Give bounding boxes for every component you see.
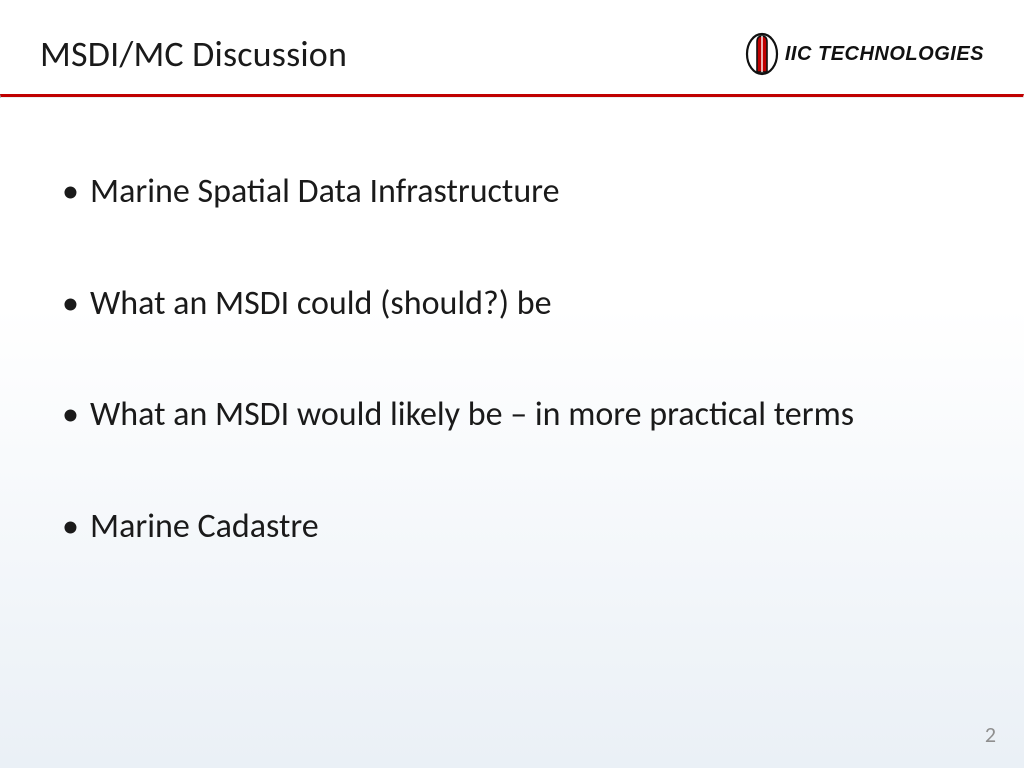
list-item: What an MSDI could (should?) be [60,282,880,326]
company-logo: IIC TECHNOLOGIES [745,32,984,76]
company-logo-icon [745,32,779,76]
page-number: 2 [985,721,996,748]
company-logo-text: IIC TECHNOLOGIES [785,43,984,66]
slide-title: MSDI/MC Discussion [40,32,347,76]
slide-content: Marine Spatial Data Infrastructure What … [0,98,1024,548]
list-item: What an MSDI would likely be – in more p… [60,393,880,437]
list-item: Marine Spatial Data Infrastructure [60,170,880,214]
list-item: Marine Cadastre [60,505,880,549]
bullet-list: Marine Spatial Data Infrastructure What … [60,170,964,548]
slide-header: MSDI/MC Discussion IIC TECHNOLOGIES [0,0,1024,94]
